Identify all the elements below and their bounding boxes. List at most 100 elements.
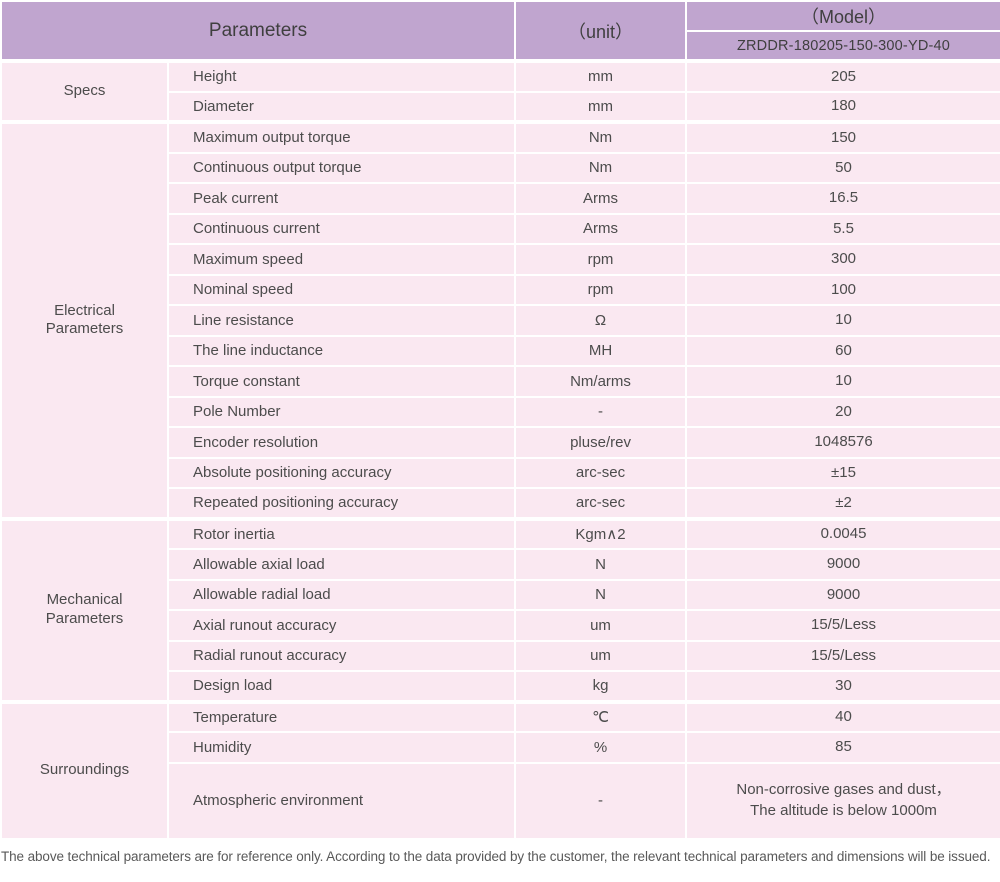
unit-cell: -: [514, 761, 688, 840]
unit-cell: Ω: [514, 304, 688, 337]
table-row: Continuous current Arms 5.5: [1, 212, 1000, 245]
param-cell: Temperature: [166, 699, 517, 733]
unit-cell: %: [514, 731, 688, 764]
unit-cell: um: [514, 609, 688, 642]
table-row: Electrical Parameters Maximum output torq…: [0, 120, 1000, 520]
unit-cell: N: [514, 548, 688, 581]
category-cell: Specs: [0, 59, 169, 123]
unit-cell: Arms: [514, 212, 688, 245]
unit-cell: Arms: [514, 182, 688, 215]
value-cell: 9000: [685, 548, 1000, 581]
param-cell: The line inductance: [166, 334, 517, 367]
category-cell: Surroundings: [0, 699, 169, 840]
unit-cell: kg: [514, 670, 688, 703]
unit-cell: -: [514, 395, 688, 428]
header-model-title: （Model）: [685, 0, 1000, 32]
value-cell: 1048576: [685, 426, 1000, 459]
value-cell: ±2: [685, 487, 1000, 520]
table-row: Design load kg 30: [1, 670, 1000, 703]
table-row: Continuous output torque Nm 50: [1, 151, 1000, 184]
param-cell: Diameter: [166, 90, 517, 123]
value-cell: 0.0045: [685, 516, 1000, 550]
category-cell: Electrical Parameters: [0, 120, 169, 520]
param-cell: Atmospheric environment: [166, 761, 517, 840]
value-cell: 180: [685, 90, 1000, 123]
param-cell: Allowable radial load: [166, 578, 517, 611]
param-cell: Design load: [166, 670, 517, 703]
table-row: Nominal speed rpm 100: [1, 273, 1000, 306]
header-model-number: ZRDDR-180205-150-300-YD-40: [685, 30, 1000, 62]
header-unit: （unit）: [514, 0, 688, 62]
param-cell: Humidity: [166, 731, 517, 764]
unit-cell: mm: [514, 59, 688, 93]
value-cell: 40: [685, 699, 1000, 733]
param-cell: Nominal speed: [166, 273, 517, 306]
unit-cell: Nm: [514, 120, 688, 154]
header-row-1: Parameters （unit） （Model）: [0, 0, 1000, 62]
param-cell: Absolute positioning accuracy: [166, 456, 517, 489]
unit-cell: ℃: [514, 699, 688, 733]
table-row: Atmospheric environment - Non-corrosive ga…: [1, 761, 1000, 840]
table-row: Repeated positioning accuracy arc-sec ±2: [1, 487, 1000, 520]
value-cell: 16.5: [685, 182, 1000, 215]
value-cell: 9000: [685, 578, 1000, 611]
value-cell: 85: [685, 731, 1000, 764]
param-cell: Maximum output torque: [166, 120, 517, 154]
value-cell: 30: [685, 670, 1000, 703]
param-cell: Repeated positioning accuracy: [166, 487, 517, 520]
table-row: Radial runout accuracy um 15/5/Less: [1, 639, 1000, 672]
value-cell: 100: [685, 273, 1000, 306]
unit-cell: Nm: [514, 151, 688, 184]
param-cell: Line resistance: [166, 304, 517, 337]
value-cell: 50: [685, 151, 1000, 184]
value-cell: 205: [685, 59, 1000, 93]
value-cell: 20: [685, 395, 1000, 428]
value-cell: 5.5: [685, 212, 1000, 245]
table-row: Axial runout accuracy um 15/5/Less: [1, 609, 1000, 642]
unit-cell: MH: [514, 334, 688, 367]
table-row: Pole Number -20: [1, 395, 1000, 428]
table-row: Line resistance Ω 10: [1, 304, 1000, 337]
value-cell: 60: [685, 334, 1000, 367]
param-cell: Peak current: [166, 182, 517, 215]
footer-note: The above technical parameters are for r…: [1, 848, 991, 864]
table-row: Peak current Arms 16.5: [1, 182, 1000, 215]
unit-cell: arc-sec: [514, 456, 688, 489]
value-cell: 15/5/Less: [685, 609, 1000, 642]
param-cell: Rotor inertia: [166, 516, 517, 550]
value-cell: 15/5/Less: [685, 639, 1000, 672]
param-cell: Height: [166, 59, 517, 93]
param-cell: Continuous output torque: [166, 151, 517, 184]
table-row: Surroundings Temperature ℃ 40: [0, 699, 1000, 840]
unit-cell: rpm: [514, 243, 688, 276]
value-cell: 150: [685, 120, 1000, 154]
unit-cell: arc-sec: [514, 487, 688, 520]
param-cell: Pole Number: [166, 395, 517, 428]
spec-table-body: Specs Height mm 205 Diameter mm 180 Electrical …: [0, 59, 1000, 840]
spec-table: Parameters （unit） （Model） ZRDDR-180205-1…: [0, 0, 1000, 840]
unit-cell: Nm/arms: [514, 365, 688, 398]
spec-table-header: Parameters （unit） （Model） ZRDDR-180205-1…: [0, 0, 1000, 62]
unit-cell: mm: [514, 90, 688, 123]
param-cell: Maximum speed: [166, 243, 517, 276]
header-parameters: Parameters: [0, 0, 517, 62]
table-row: Specs Height mm 205: [0, 59, 1000, 123]
value-cell: 300: [685, 243, 1000, 276]
param-cell: Continuous current: [166, 212, 517, 245]
unit-cell: um: [514, 639, 688, 672]
value-cell: 10: [685, 365, 1000, 398]
header-row-2: ZRDDR-180205-150-300-YD-40: [1, 30, 1000, 62]
unit-cell: rpm: [514, 273, 688, 306]
unit-cell: N: [514, 578, 688, 611]
unit-cell: Kgm∧2: [514, 516, 688, 550]
table-row: Diameter mm 180: [1, 90, 1000, 123]
value-cell: ±15: [685, 456, 1000, 489]
table-row: Absolute positioning accuracy arc-sec ±15: [1, 456, 1000, 489]
value-cell: Non-corrosive gases and dust， The altitu…: [685, 761, 1000, 840]
table-row: Allowable axial load N 9000: [1, 548, 1000, 581]
table-row: Mechanical Parameters Rotor inertia Kgm∧2 0…: [0, 516, 1000, 703]
param-cell: Axial runout accuracy: [166, 609, 517, 642]
param-cell: Torque constant: [166, 365, 517, 398]
value-cell: 10: [685, 304, 1000, 337]
param-cell: Encoder resolution: [166, 426, 517, 459]
